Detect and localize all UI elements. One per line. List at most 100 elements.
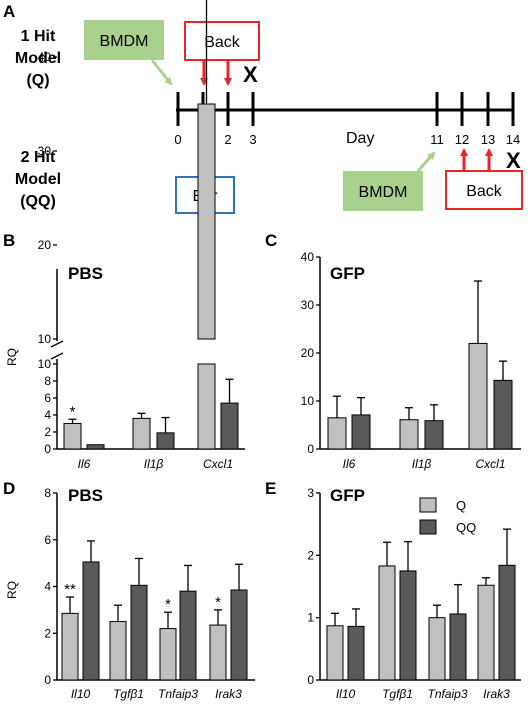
panel-letter-e: E bbox=[265, 479, 276, 498]
chart-e-cat-2: Tnfaip3 bbox=[427, 687, 467, 701]
bmdm-label-1: BMDM bbox=[100, 33, 149, 50]
chart-d-bar-0-0 bbox=[61, 612, 79, 681]
bmdm-arrow-2 bbox=[416, 151, 436, 172]
back-label-2: Back bbox=[466, 183, 503, 200]
chart-b-ytick-label-low-5: 10 bbox=[38, 357, 52, 371]
chart-d-yaxis-tick-label-1: 2 bbox=[44, 626, 51, 640]
chart-b-ytick-label-high-2: 30 bbox=[38, 144, 52, 158]
chart-b-bar-1-1 bbox=[156, 432, 175, 450]
bmdm-box-1 bbox=[84, 20, 164, 60]
legend-swatch-qq bbox=[419, 519, 437, 535]
chart-d-yaxis-tick-label-0: 0 bbox=[44, 673, 51, 687]
end-mark-1: X bbox=[243, 62, 258, 87]
chart-b-bar-1-0 bbox=[86, 444, 105, 450]
chart-d-annotation-2: * bbox=[215, 594, 221, 611]
chart-e-bar-1-0 bbox=[347, 625, 365, 681]
chart-d-cat-0: Il10 bbox=[71, 687, 91, 701]
chart-b-annotation-0: * bbox=[70, 403, 76, 420]
chart-d-ylabel: RQ bbox=[5, 581, 19, 599]
chart-b-break-2 bbox=[50, 352, 64, 360]
chart-b-bar-0-2-upper bbox=[197, 103, 216, 340]
chart-e-yaxis-tick-label-2: 2 bbox=[307, 548, 314, 562]
chart-d-bar-1-1 bbox=[130, 584, 148, 681]
chart-d-annotation-0: ** bbox=[64, 581, 76, 598]
chart-c-cat-0: Il6 bbox=[343, 457, 356, 471]
panel-letter-c: C bbox=[265, 231, 277, 250]
chart-b-ylabel: RQ bbox=[5, 348, 19, 366]
panel-a: A 1 Hit Model (Q) 2 Hit Model (QQ) BMDM … bbox=[3, 2, 523, 214]
chart-e-title: GFP bbox=[330, 486, 365, 505]
model1-line3: (Q) bbox=[26, 72, 49, 89]
chart-e-bar-0-0 bbox=[326, 625, 344, 681]
chart-e-bar-0-3 bbox=[477, 584, 495, 681]
chart-c-yaxis-tick-label-4: 40 bbox=[301, 250, 315, 264]
chart-e-cat-0: Il10 bbox=[336, 687, 356, 701]
chart-e-bar-1-3 bbox=[498, 564, 516, 681]
day-label: Day bbox=[346, 130, 374, 147]
panel-letter-b: B bbox=[3, 231, 15, 250]
chart-b-cat-0: Il6 bbox=[78, 457, 91, 471]
legend-label-qq: QQ bbox=[456, 520, 476, 535]
chart-c-bar-1-2 bbox=[493, 379, 513, 450]
chart-e-bar-1-2 bbox=[449, 613, 467, 681]
chart-e-yaxis-tick-label-0: 0 bbox=[307, 673, 314, 687]
chart-d-bar-0-1 bbox=[109, 621, 127, 681]
day-tick-11: 11 bbox=[430, 132, 444, 147]
day-tick-3: 3 bbox=[249, 132, 256, 147]
model1-line1: 1 Hit bbox=[21, 28, 56, 45]
model1-line2: Model bbox=[15, 50, 61, 67]
chart-c-title: GFP bbox=[330, 264, 365, 283]
chart-b-cat-2: Cxcl1 bbox=[203, 457, 233, 471]
chart-c-bar-1-1 bbox=[424, 420, 444, 450]
chart-e-bar-1-1 bbox=[399, 570, 417, 681]
chart-b-ytick-label-low-0: 0 bbox=[44, 442, 51, 456]
chart-b-ytick-label-low-4: 8 bbox=[44, 374, 51, 388]
model2-line3: (QQ) bbox=[20, 193, 56, 210]
chart-c-yaxis-tick-label-0: 0 bbox=[307, 442, 314, 456]
chart-c-bar-0-1 bbox=[399, 419, 419, 450]
panel-letter-d: D bbox=[3, 479, 15, 498]
chart-d-cat-3: Irak3 bbox=[215, 687, 242, 701]
chart-b-title: PBS bbox=[68, 264, 103, 283]
bmdm-label-2: BMDM bbox=[359, 184, 408, 201]
timeline-axis bbox=[176, 92, 515, 126]
bmdm-box-2 bbox=[343, 171, 423, 211]
chart-c-cat-1: Il1β bbox=[412, 457, 432, 471]
chart-e-yaxis-tick-label-1: 1 bbox=[307, 611, 314, 625]
chart-b-ytick-label-low-3: 6 bbox=[44, 391, 51, 405]
chart-b-ytick-label-low-2: 4 bbox=[44, 408, 51, 422]
chart-b-bar-0-0 bbox=[63, 423, 82, 450]
chart-b-ytick-label-low-1: 2 bbox=[44, 425, 51, 439]
model2-line1: 2 Hit bbox=[21, 149, 56, 166]
chart-b-break-1 bbox=[50, 340, 64, 348]
chart-d-yaxis-tick-label-3: 6 bbox=[44, 533, 51, 547]
chart-c-yaxis-tick-label-2: 20 bbox=[301, 346, 315, 360]
day-tick-2: 2 bbox=[224, 132, 231, 147]
day-tick-12: 12 bbox=[455, 132, 469, 147]
chart-e-cat-3: Irak3 bbox=[483, 687, 510, 701]
chart-c-bar-0-0 bbox=[327, 417, 347, 450]
chart-b-ytick-label-high-3: 40 bbox=[38, 50, 52, 64]
chart-d-yaxis-tick-label-4: 8 bbox=[44, 486, 51, 500]
bmdm-arrow-1 bbox=[150, 59, 173, 86]
panel-letter-a: A bbox=[3, 2, 15, 21]
chart-b-ytick-label-high-0: 10 bbox=[38, 332, 52, 346]
chart-d-title: PBS bbox=[68, 486, 103, 505]
chart-b-bar-1-2 bbox=[220, 402, 239, 450]
model2-line2: Model bbox=[15, 171, 61, 188]
chart-e-bar-0-1 bbox=[378, 565, 396, 681]
chart-c-bar-0-2 bbox=[468, 342, 488, 450]
charts: 0246810102030405060RQPBSIl6Il1βCxcl1*010… bbox=[5, 0, 521, 701]
chart-c-cat-2: Cxcl1 bbox=[475, 457, 505, 471]
chart-e-yaxis-tick-label-3: 3 bbox=[307, 486, 314, 500]
chart-d-annotation-1: * bbox=[165, 596, 171, 613]
chart-d-bar-0-2 bbox=[159, 628, 177, 681]
chart-b: 0246810102030405060RQPBSIl6Il1βCxcl1* bbox=[5, 0, 245, 471]
day-tick-0: 0 bbox=[174, 132, 181, 147]
chart-d-yaxis-tick-label-2: 4 bbox=[44, 580, 51, 594]
chart-b-cat-1: Il1β bbox=[144, 457, 164, 471]
back-box-2 bbox=[445, 170, 523, 210]
chart-c-yaxis-tick-label-1: 10 bbox=[301, 394, 315, 408]
